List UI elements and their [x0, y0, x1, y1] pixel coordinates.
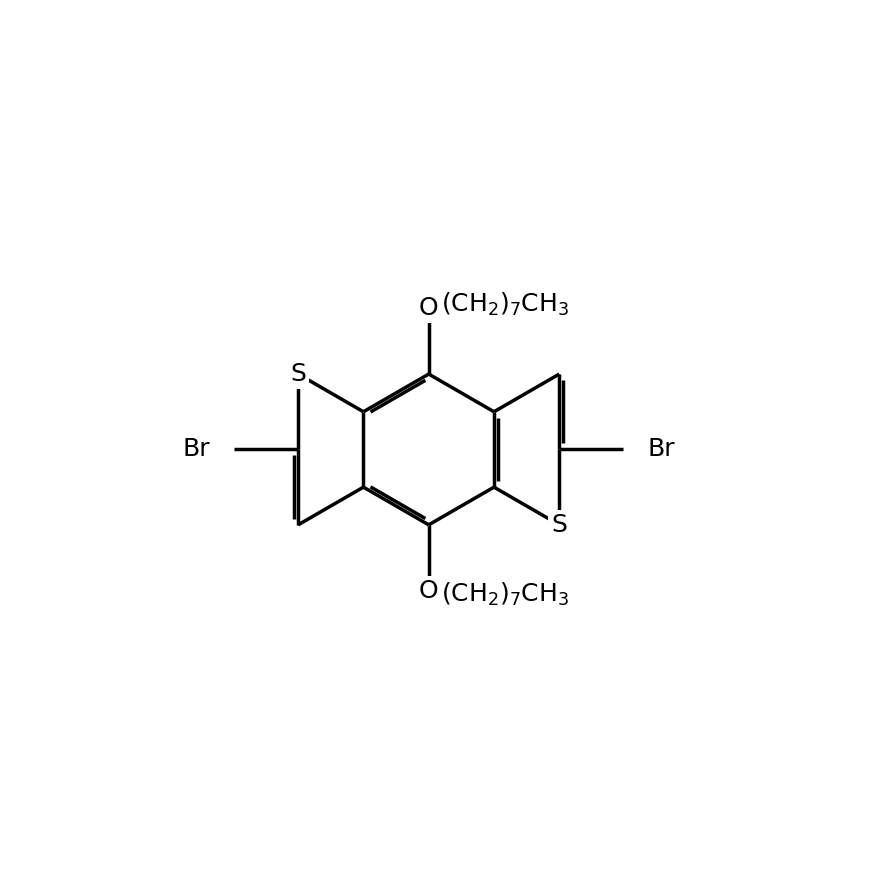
- Text: Br: Br: [647, 438, 675, 461]
- Text: O: O: [419, 295, 439, 320]
- Text: O: O: [419, 579, 439, 603]
- Text: S: S: [290, 362, 306, 386]
- Text: (CH$_2$)$_7$CH$_3$: (CH$_2$)$_7$CH$_3$: [441, 291, 570, 318]
- Text: (CH$_2$)$_7$CH$_3$: (CH$_2$)$_7$CH$_3$: [441, 581, 570, 608]
- Text: Br: Br: [182, 438, 210, 461]
- Text: S: S: [551, 513, 567, 537]
